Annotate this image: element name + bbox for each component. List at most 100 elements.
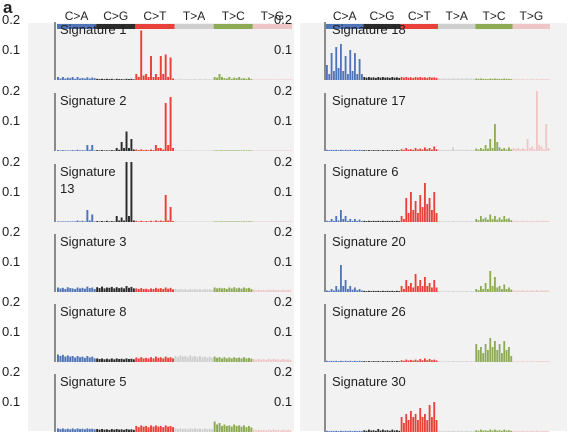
bar-t-to-a <box>468 361 471 362</box>
bar-c-to-g <box>130 162 133 222</box>
bar-c-to-t <box>164 54 167 80</box>
bar-c-to-t <box>435 360 438 362</box>
bar-c-to-t <box>424 414 426 432</box>
bar-c-to-a <box>335 286 338 292</box>
bar-t-to-c <box>223 150 226 151</box>
bar-c-to-t <box>424 147 426 151</box>
bar-t-to-a <box>186 289 189 292</box>
bar-t-to-g <box>284 430 287 432</box>
bar-t-to-c <box>494 277 496 292</box>
bar-c-to-t <box>154 425 157 432</box>
bar-c-to-g <box>115 78 118 80</box>
bar-c-to-g <box>103 79 106 80</box>
bar-c-to-g <box>113 429 116 432</box>
bar-t-to-a <box>181 150 184 151</box>
bar-t-to-a <box>440 221 443 222</box>
bar-c-to-a <box>354 430 356 432</box>
bar-c-to-g <box>120 79 123 80</box>
bar-c-to-a <box>64 289 67 292</box>
bar-c-to-t <box>135 220 138 222</box>
bar-t-to-a <box>442 149 445 151</box>
bar-c-to-a <box>79 288 81 292</box>
bar-t-to-c <box>508 78 510 80</box>
bar-c-to-a <box>61 428 64 432</box>
bar-t-to-a <box>194 289 197 292</box>
bar-t-to-a <box>440 431 443 432</box>
bar-t-to-a <box>447 291 450 292</box>
bar-c-to-g <box>113 150 116 151</box>
bar-t-to-g <box>529 148 531 151</box>
bar-c-to-a <box>86 145 89 151</box>
bar-t-to-a <box>176 221 179 222</box>
bar-t-to-g <box>545 220 548 222</box>
bar-c-to-g <box>396 220 398 222</box>
bar-c-to-a <box>61 221 64 222</box>
bar-t-to-g <box>289 430 292 432</box>
bar-c-to-a <box>354 360 356 362</box>
bar-t-to-g <box>536 361 538 362</box>
bar-c-to-g <box>115 148 118 151</box>
bar-t-to-c <box>482 430 485 432</box>
bar-c-to-t <box>154 220 157 222</box>
bar-c-to-a <box>342 431 345 432</box>
bar-c-to-g <box>389 221 391 222</box>
bar-t-to-c <box>225 289 228 292</box>
bar-c-to-t <box>414 148 417 151</box>
bar-c-to-g <box>398 150 401 151</box>
bar-c-to-g <box>130 358 133 362</box>
bar-t-to-a <box>186 79 189 80</box>
bar-c-to-a <box>69 429 72 432</box>
bar-c-to-g <box>372 361 375 362</box>
bar-t-to-c <box>216 221 219 222</box>
bar-t-to-g <box>277 429 280 432</box>
bar-t-to-a <box>206 429 209 432</box>
bar-t-to-g <box>547 431 550 432</box>
bar-t-to-g <box>543 361 545 362</box>
bar-c-to-a <box>81 150 84 151</box>
bar-t-to-a <box>184 221 187 222</box>
bar-c-to-g <box>125 429 128 432</box>
bar-c-to-a <box>361 361 363 362</box>
bar-t-to-g <box>289 359 292 362</box>
bar-t-to-c <box>233 150 236 151</box>
bar-t-to-c <box>240 78 243 80</box>
bar-t-to-a <box>452 430 454 432</box>
bar-c-to-a <box>351 431 354 432</box>
bar-t-to-g <box>526 290 529 292</box>
bar-t-to-c <box>230 221 233 222</box>
bar-c-to-g <box>393 430 396 432</box>
bar-t-to-g <box>277 221 280 222</box>
bar-c-to-g <box>127 148 130 151</box>
header-color-bar-t-to-c <box>213 24 253 29</box>
bar-c-to-t <box>152 77 155 80</box>
bar-c-to-a <box>326 360 328 362</box>
bar-c-to-a <box>69 78 72 80</box>
y-tick-label: 0.2 <box>2 83 20 98</box>
bar-t-to-a <box>470 291 473 292</box>
bar-c-to-a <box>88 288 91 292</box>
bar-t-to-g <box>279 359 282 362</box>
bar-t-to-c <box>475 78 478 80</box>
bar-c-to-g <box>379 150 382 151</box>
bar-c-to-t <box>140 149 143 151</box>
bar-t-to-a <box>466 221 468 222</box>
bar-c-to-g <box>393 77 396 80</box>
bar-c-to-t <box>164 103 167 151</box>
bar-c-to-g <box>382 150 384 151</box>
bar-c-to-g <box>96 358 99 362</box>
bar-c-to-t <box>140 357 143 362</box>
bar-t-to-g <box>257 79 260 80</box>
bar-t-to-c <box>243 287 245 292</box>
bar-t-to-g <box>265 359 268 362</box>
bar-c-to-t <box>400 216 403 222</box>
bar-t-to-g <box>274 430 277 432</box>
bar-t-to-g <box>522 430 524 432</box>
bar-c-to-t <box>154 74 157 80</box>
bar-t-to-c <box>487 148 489 151</box>
bar-t-to-a <box>452 78 454 80</box>
bar-c-to-a <box>340 210 342 222</box>
bar-c-to-a <box>328 221 331 222</box>
bar-c-to-g <box>101 221 104 222</box>
bar-c-to-a <box>347 74 349 80</box>
bar-c-to-a <box>71 150 74 151</box>
